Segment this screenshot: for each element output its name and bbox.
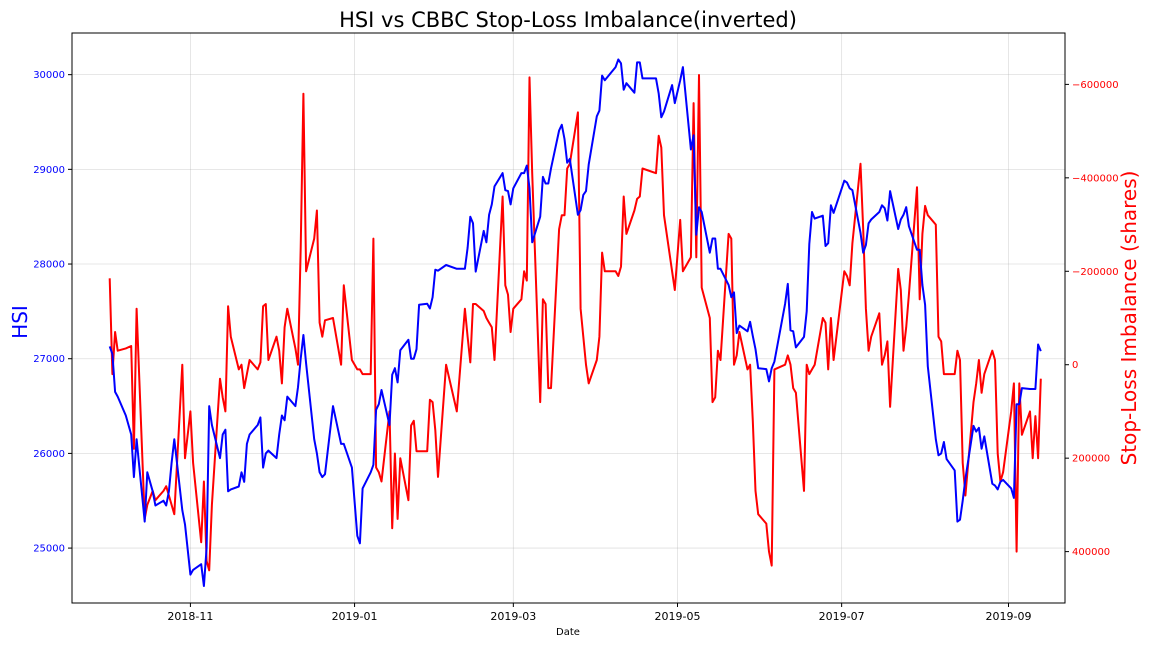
y-left-tick-label: 27000 [33,354,65,365]
y-axis-right-label: Stop-Loss Imbalance (shares) [1117,171,1141,466]
y-right-tick-label: 0 [1072,360,1078,371]
x-tick-label: 2019-09 [986,610,1032,623]
plot-frame [71,32,1066,604]
imbalance-line [108,74,1042,572]
y-right-tick-label: −600000 [1072,80,1119,91]
x-axis: 2018-11 2019-01 2019-03 2019-05 2019-07 2019-… [167,603,1031,623]
grid [72,33,1065,603]
y-left-tick-label: 25000 [33,544,65,555]
y-left-tick-label: 30000 [33,70,65,81]
x-tick-label: 2019-07 [819,610,865,623]
x-axis-label: Date [556,627,580,638]
y-right-tick-label: 400000 [1072,547,1110,558]
x-tick-label: 2019-05 [655,610,701,623]
series-layer [108,58,1042,587]
y-left-tick-label: 29000 [33,165,65,176]
y-right-tick-label: −200000 [1072,267,1119,278]
y-axis-right: −600000 −400000 −200000 0 200000 400000 [1065,80,1119,558]
y-right-tick-label: 200000 [1072,454,1110,465]
y-axis-left: 25000 26000 27000 28000 29000 30000 [33,70,72,555]
x-tick-label: 2018-11 [167,610,213,623]
hsi-line [108,58,1042,587]
x-tick-label: 2019-01 [332,610,378,623]
chart-title: HSI vs CBBC Stop-Loss Imbalance(inverted… [339,8,797,32]
y-left-tick-label: 26000 [33,449,65,460]
y-left-tick-label: 28000 [33,260,65,271]
y-axis-left-label: HSI [8,305,32,339]
x-tick-label: 2019-03 [490,610,536,623]
y-right-tick-label: −400000 [1072,173,1119,184]
